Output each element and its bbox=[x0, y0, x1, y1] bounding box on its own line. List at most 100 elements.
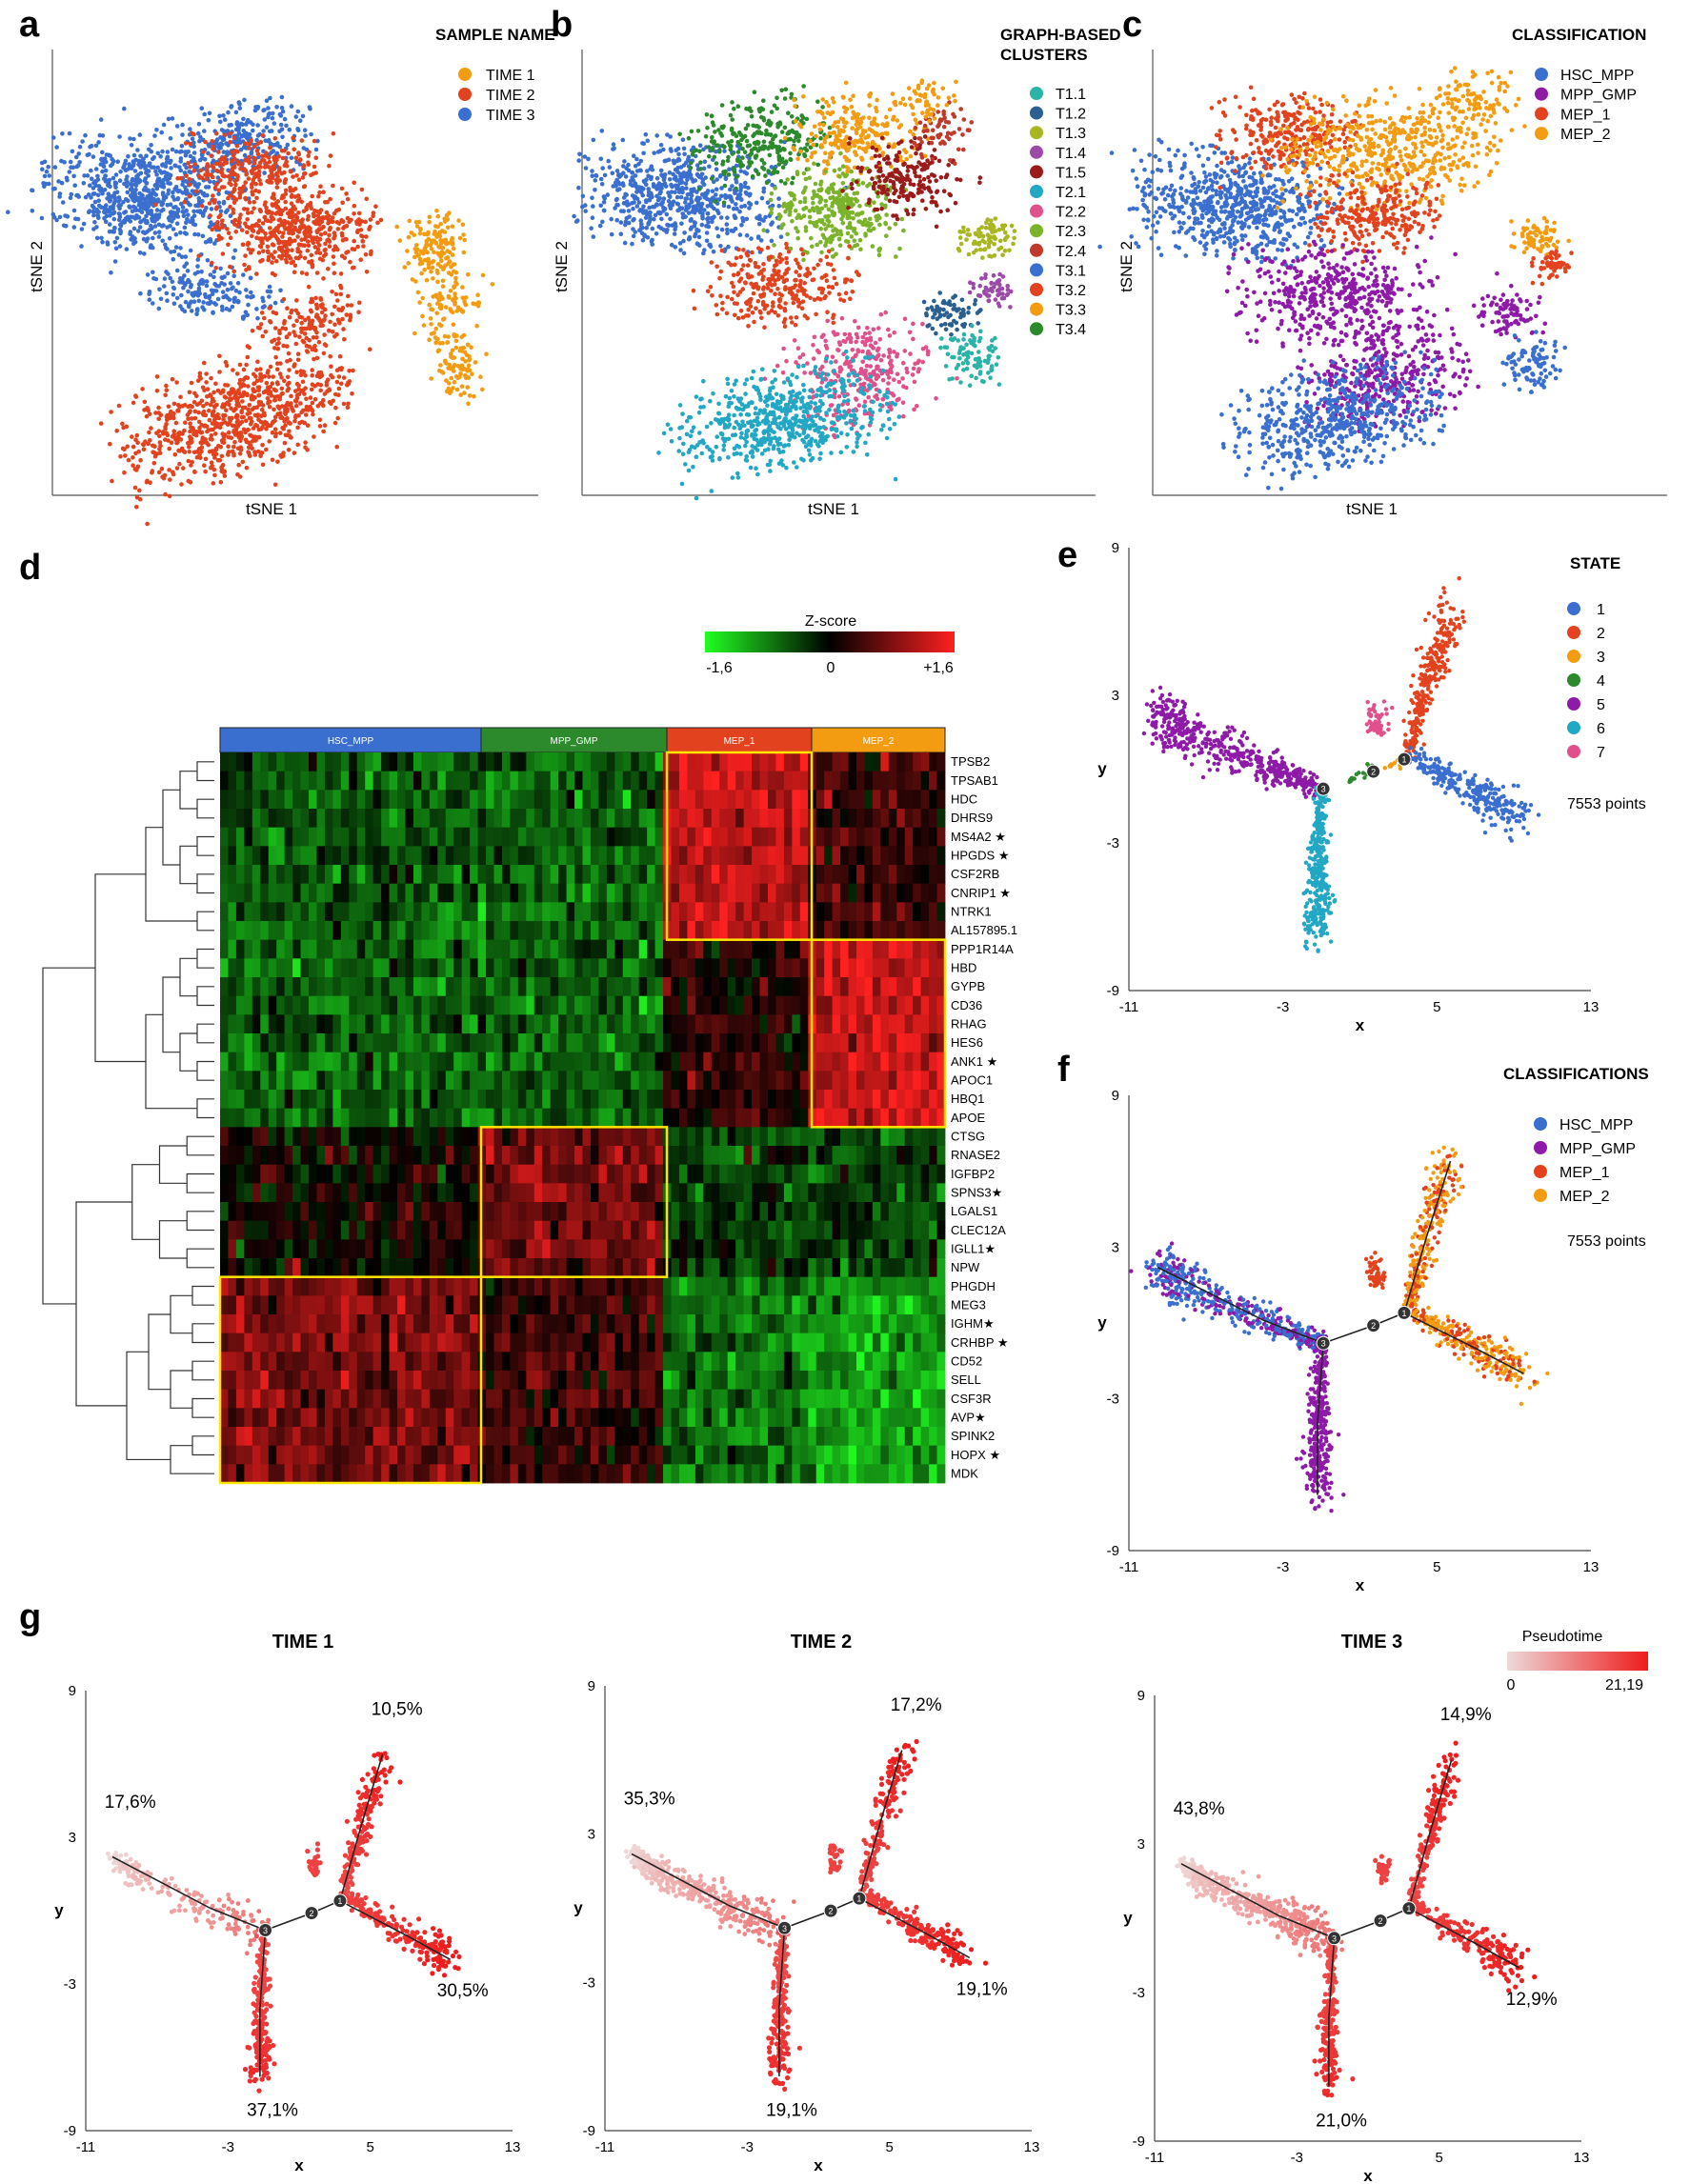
scatter-point bbox=[877, 153, 882, 158]
scatter-point bbox=[223, 413, 228, 418]
scatter-point bbox=[297, 334, 302, 340]
scatter-point bbox=[229, 406, 233, 411]
scatter-point bbox=[133, 183, 139, 189]
scatter-point bbox=[225, 288, 231, 292]
scatter-point bbox=[726, 204, 732, 210]
scatter-point bbox=[191, 150, 197, 155]
scatter-point bbox=[199, 203, 205, 209]
scatter-point bbox=[826, 213, 832, 219]
scatter-point bbox=[268, 226, 272, 230]
scatter-point bbox=[100, 169, 105, 174]
scatter-point bbox=[909, 145, 915, 150]
scatter-point bbox=[251, 122, 255, 127]
scatter-point bbox=[304, 396, 309, 402]
scatter-point bbox=[340, 316, 345, 322]
scatter-point bbox=[254, 271, 259, 276]
scatter-point bbox=[896, 125, 902, 130]
scatter-point bbox=[433, 335, 438, 340]
scatter-point bbox=[748, 202, 754, 207]
scatter-point bbox=[660, 200, 665, 205]
scatter-point bbox=[174, 440, 179, 446]
scatter-point bbox=[125, 444, 130, 450]
scatter-point bbox=[195, 202, 201, 208]
scatter-point bbox=[776, 204, 782, 209]
scatter-point bbox=[178, 246, 183, 250]
scatter-point bbox=[236, 299, 241, 304]
scatter-point bbox=[338, 291, 344, 297]
scatter-point bbox=[636, 200, 642, 205]
scatter-point bbox=[325, 237, 330, 243]
scatter-point bbox=[153, 202, 158, 208]
scatter-point bbox=[164, 417, 170, 423]
scatter-point bbox=[297, 162, 303, 167]
scatter-point bbox=[243, 141, 248, 146]
scatter-point bbox=[701, 250, 706, 256]
scatter-point bbox=[82, 173, 87, 178]
scatter-point bbox=[310, 372, 315, 378]
scatter-point bbox=[237, 186, 242, 191]
scatter-point bbox=[438, 253, 444, 259]
scatter-point bbox=[211, 467, 217, 472]
scatter-point bbox=[204, 279, 210, 284]
scatter-point bbox=[74, 164, 79, 170]
scatter-point bbox=[896, 177, 901, 182]
scatter-point bbox=[474, 323, 479, 329]
scatter-point bbox=[202, 424, 207, 429]
scatter-point bbox=[136, 202, 142, 208]
scatter-point bbox=[266, 111, 272, 117]
scatter-point bbox=[454, 387, 460, 392]
scatter-point bbox=[181, 285, 186, 291]
scatter-point bbox=[224, 190, 230, 195]
scatter-point bbox=[632, 216, 636, 222]
scatter-point bbox=[231, 200, 237, 205]
scatter-point bbox=[209, 460, 214, 466]
scatter-point bbox=[352, 211, 356, 216]
scatter-point bbox=[183, 420, 188, 426]
scatter-point bbox=[851, 93, 855, 99]
scatter-point bbox=[220, 137, 226, 143]
scatter-point bbox=[77, 160, 82, 165]
scatter-point bbox=[851, 110, 855, 115]
scatter-point bbox=[369, 249, 373, 254]
scatter-point bbox=[301, 209, 307, 214]
scatter-point bbox=[144, 170, 149, 175]
scatter-point bbox=[821, 122, 826, 128]
scatter-point bbox=[332, 235, 336, 241]
scatter-point bbox=[345, 383, 350, 388]
scatter-point bbox=[259, 311, 265, 315]
scatter-point bbox=[830, 201, 835, 206]
scatter-point bbox=[210, 260, 214, 266]
scatter-point bbox=[256, 174, 261, 179]
scatter-point bbox=[201, 279, 207, 284]
scatter-point bbox=[682, 151, 687, 157]
scatter-point bbox=[600, 166, 605, 170]
scatter-point bbox=[168, 160, 172, 166]
scatter-point bbox=[185, 269, 191, 273]
scatter-point bbox=[145, 521, 150, 527]
scatter-point bbox=[664, 230, 669, 234]
scatter-point bbox=[786, 202, 791, 207]
scatter-point bbox=[938, 175, 944, 180]
scatter-point bbox=[264, 447, 269, 452]
scatter-point bbox=[314, 306, 320, 311]
scatter-point bbox=[134, 174, 139, 179]
scatter-point bbox=[840, 129, 846, 133]
scatter-point bbox=[208, 272, 213, 277]
scatter-point bbox=[218, 212, 223, 218]
scatter-point bbox=[424, 238, 430, 244]
scatter-point bbox=[276, 336, 281, 342]
scatter-point bbox=[252, 108, 258, 113]
scatter-point bbox=[795, 215, 799, 220]
scatter-point bbox=[356, 300, 362, 306]
scatter-point bbox=[302, 230, 307, 235]
scatter-point bbox=[154, 186, 160, 191]
scatter-point bbox=[640, 207, 645, 212]
scatter-point bbox=[798, 278, 803, 284]
scatter-point bbox=[267, 306, 272, 311]
scatter-point bbox=[339, 217, 344, 223]
scatter-point bbox=[199, 449, 204, 454]
scatter-point bbox=[737, 159, 743, 164]
scatter-point bbox=[114, 429, 119, 433]
scatter-point bbox=[68, 195, 73, 201]
scatter-point bbox=[887, 171, 892, 177]
